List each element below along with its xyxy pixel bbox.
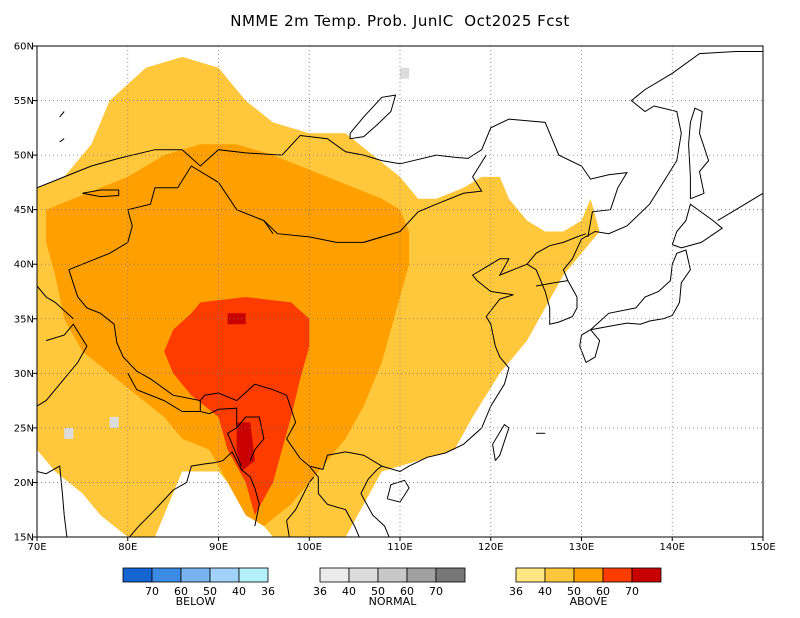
- x-tick-label: 90E: [209, 542, 228, 553]
- boundary-line-30: [82, 189, 120, 198]
- above-region-70-4: [236, 422, 255, 472]
- x-tick-label: 110E: [387, 542, 412, 553]
- normal-tick-50: 50: [371, 585, 385, 598]
- above-swatch-36: [515, 567, 546, 583]
- below-swatch-50: [180, 567, 211, 583]
- normal-cell-2: [64, 427, 74, 439]
- above-tick-50: 50: [567, 585, 581, 598]
- boundary-line-2: [492, 423, 510, 461]
- boundary-line-29: [59, 138, 65, 143]
- boundary-line-22: [286, 476, 315, 521]
- y-tick-label: 30N: [14, 369, 34, 380]
- lat-lon-grid: [37, 46, 763, 537]
- x-tick-label: 140E: [660, 542, 685, 553]
- boundary-line-8: [717, 192, 763, 222]
- above-swatch-40: [544, 567, 575, 583]
- above-label: ABOVE: [570, 595, 608, 608]
- above-tick-40: 40: [538, 585, 552, 598]
- boundary-line-5: [590, 249, 691, 331]
- normal-tick-70: 70: [429, 585, 443, 598]
- below-swatch-60: [151, 567, 182, 583]
- x-tick-label: 130E: [569, 542, 594, 553]
- below-tick-50: 50: [203, 585, 217, 598]
- boundary-line-6: [671, 203, 724, 249]
- boundary-line-23: [526, 233, 587, 265]
- normal-swatch-60: [406, 567, 437, 583]
- x-tick-label: 150E: [750, 542, 775, 553]
- normal-swatch-50: [377, 567, 408, 583]
- boundary-line-24: [536, 280, 568, 287]
- x-tick-label: 120E: [478, 542, 503, 553]
- normal-swatch-40: [348, 567, 379, 583]
- boundary-line-26: [263, 220, 274, 234]
- boundary-line-7: [688, 107, 710, 200]
- below-swatch-70: [122, 567, 153, 583]
- boundary-line-9: [129, 451, 260, 537]
- chart-title: NMME 2m Temp. Prob. JunIC Oct2025 Fcst: [230, 12, 570, 30]
- boundary-line-19: [37, 323, 88, 407]
- above-tick-36: 36: [509, 585, 523, 598]
- above-tick-60: 60: [596, 585, 610, 598]
- y-tick-label: 15N: [14, 533, 34, 544]
- y-tick-label: 20N: [14, 478, 34, 489]
- boundary-line-27: [349, 94, 397, 140]
- axis-ticks: 70E 80E 90E 100E 110E 120E 130E 140E 150E 15N 20N 2…: [14, 42, 776, 554]
- y-tick-label: 60N: [14, 42, 34, 53]
- y-tick-label: 25N: [14, 423, 34, 434]
- normal-label: NORMAL: [369, 595, 418, 608]
- boundary-line-0: [381, 51, 763, 473]
- above-region-60-2: [164, 297, 310, 516]
- normal-tick-40: 40: [342, 585, 356, 598]
- boundary-line-16: [199, 400, 242, 467]
- boundary-line-10: [286, 520, 296, 537]
- legend: 70 60 50 40 36 BELOW 36 40 50 60 70 NORMAL 36 40 50 60 7…: [122, 567, 662, 608]
- boundary-line-28: [59, 111, 65, 118]
- y-tick-label: 35N: [14, 314, 34, 325]
- boundary-line-3: [386, 479, 410, 503]
- above-tick-70: 70: [625, 585, 639, 598]
- normal-swatch-36: [319, 567, 350, 583]
- x-tick-label: 70E: [27, 542, 46, 553]
- boundary-line-21: [308, 465, 360, 537]
- above-swatch-50: [573, 567, 604, 583]
- below-tick-70: 70: [145, 585, 159, 598]
- coastlines: [37, 51, 763, 537]
- normal-tick-36: 36: [313, 585, 327, 598]
- probability-shading: [37, 56, 600, 537]
- boundary-line-18: [37, 285, 74, 320]
- below-swatch-40: [209, 567, 240, 583]
- normal-swatch-70: [435, 567, 466, 583]
- below-swatch-36: [238, 567, 269, 583]
- y-tick-label: 55N: [14, 96, 34, 107]
- boundary-line-12: [309, 465, 390, 537]
- above-region-70-3: [227, 313, 246, 325]
- x-tick-label: 100E: [297, 542, 322, 553]
- boundary-line-14: [68, 269, 383, 470]
- boundary-line-13: [37, 118, 628, 237]
- below-label: BELOW: [176, 595, 216, 608]
- below-tick-60: 60: [174, 585, 188, 598]
- boundary-line-11: [37, 465, 68, 537]
- above-swatch-60: [602, 567, 633, 583]
- y-tick-label: 45N: [14, 205, 34, 216]
- y-tick-label: 40N: [14, 260, 34, 271]
- normal-tick-60: 60: [400, 585, 414, 598]
- normal-cell-0: [400, 67, 410, 79]
- normal-cell-1: [109, 416, 119, 428]
- boundary-line-4: [579, 329, 601, 363]
- boundary-line-20: [127, 373, 201, 412]
- y-tick-label: 50N: [14, 151, 34, 162]
- below-tick-40: 40: [232, 585, 246, 598]
- below-tick-36: 36: [261, 585, 275, 598]
- boundary-line-25: [363, 236, 382, 243]
- x-tick-label: 80E: [118, 542, 137, 553]
- above-swatch-70: [631, 567, 662, 583]
